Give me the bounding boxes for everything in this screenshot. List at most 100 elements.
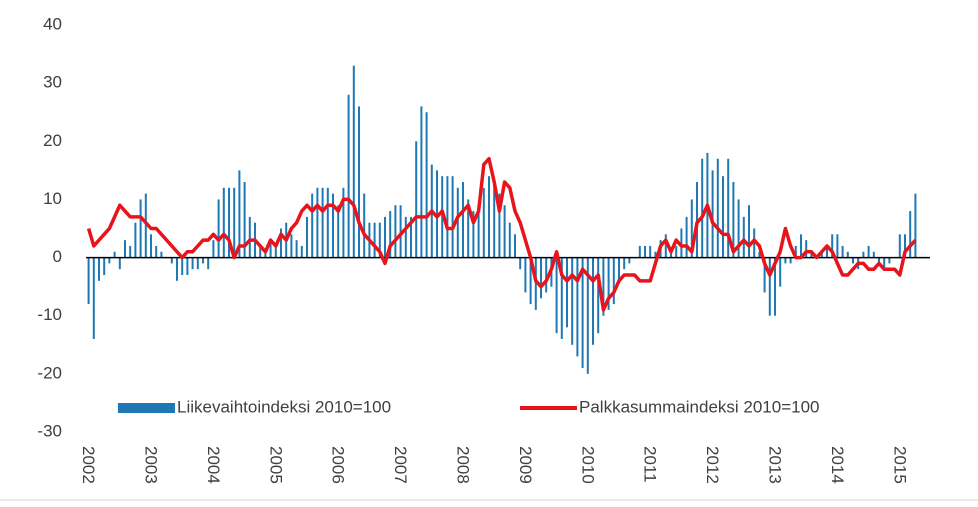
bar [789, 257, 792, 264]
bar [202, 257, 204, 264]
bar [529, 257, 532, 305]
bar [363, 193, 366, 258]
bar [794, 245, 797, 258]
bar [493, 181, 496, 258]
bar [701, 158, 704, 258]
bar [92, 257, 95, 339]
bar [321, 187, 324, 258]
bar [514, 234, 516, 258]
x-tick-label: 2010 [578, 446, 597, 484]
bar [586, 257, 589, 374]
bar [118, 257, 121, 270]
bar [98, 257, 100, 281]
bar [300, 245, 303, 258]
bar [883, 257, 886, 270]
bar [690, 199, 693, 258]
bar [768, 257, 771, 316]
bar [176, 257, 178, 281]
x-tick-label: 2013 [766, 446, 785, 484]
x-tick-label: 2014 [828, 446, 847, 484]
bar [280, 228, 282, 258]
bar [113, 251, 116, 258]
bar [394, 205, 397, 258]
bar [316, 187, 319, 258]
x-tick-label: 2009 [516, 446, 535, 484]
bar [618, 257, 620, 281]
bar [337, 205, 340, 258]
bar [576, 257, 579, 357]
bar [248, 216, 251, 258]
bar [425, 112, 428, 258]
bar [290, 234, 293, 258]
bar [503, 205, 506, 258]
bar [774, 257, 776, 316]
bar [524, 257, 527, 293]
bar [436, 170, 438, 258]
bar [867, 245, 870, 258]
bar [87, 257, 90, 305]
bar [124, 240, 126, 258]
x-tick-label: 2006 [329, 446, 348, 484]
bar [186, 257, 189, 276]
bar [696, 181, 698, 258]
x-tick-label: 2012 [703, 446, 722, 484]
bar [415, 141, 418, 258]
bar [482, 187, 485, 258]
bar [332, 193, 334, 258]
bar [888, 257, 891, 264]
x-tick-label: 2003 [142, 446, 161, 484]
bar [519, 257, 522, 270]
bar [680, 228, 683, 258]
bar [108, 257, 111, 264]
bar [212, 240, 215, 258]
bar [498, 193, 501, 258]
bar [259, 245, 262, 258]
bar [571, 257, 574, 345]
y-tick-label: 30 [43, 73, 62, 92]
bar [191, 257, 194, 270]
bar [358, 106, 360, 258]
bar [389, 211, 392, 258]
bar [727, 158, 730, 258]
bar [722, 176, 724, 258]
bar [274, 245, 277, 258]
y-tick-label: -30 [37, 421, 62, 440]
bar [555, 257, 558, 334]
x-tick-label: 2007 [391, 446, 410, 484]
bar [540, 257, 542, 299]
bar [352, 65, 355, 258]
bar [269, 240, 272, 258]
bar [654, 251, 657, 258]
y-tick-label: 20 [43, 131, 62, 150]
bar [477, 205, 480, 258]
bar [378, 222, 381, 258]
bar [217, 199, 220, 258]
bar [826, 245, 828, 258]
bar [508, 222, 511, 258]
bar [711, 170, 714, 258]
bar [373, 222, 376, 258]
bar [545, 257, 548, 293]
bar [670, 251, 672, 258]
y-tick-label: -20 [37, 363, 62, 382]
bar [685, 216, 688, 258]
bar [155, 245, 158, 258]
bar [904, 234, 906, 258]
bar [607, 257, 610, 310]
bar [103, 257, 106, 276]
bar [170, 257, 173, 264]
bar [420, 106, 423, 258]
bar [805, 240, 808, 258]
bar [306, 216, 308, 258]
bar [467, 199, 470, 258]
bar [612, 257, 615, 305]
bar [748, 205, 750, 258]
y-tick-label: -10 [37, 305, 62, 324]
bar [399, 205, 402, 258]
bar [628, 257, 631, 264]
bar [763, 257, 766, 293]
bar [181, 257, 184, 276]
bar [446, 176, 449, 258]
bar [649, 245, 652, 258]
